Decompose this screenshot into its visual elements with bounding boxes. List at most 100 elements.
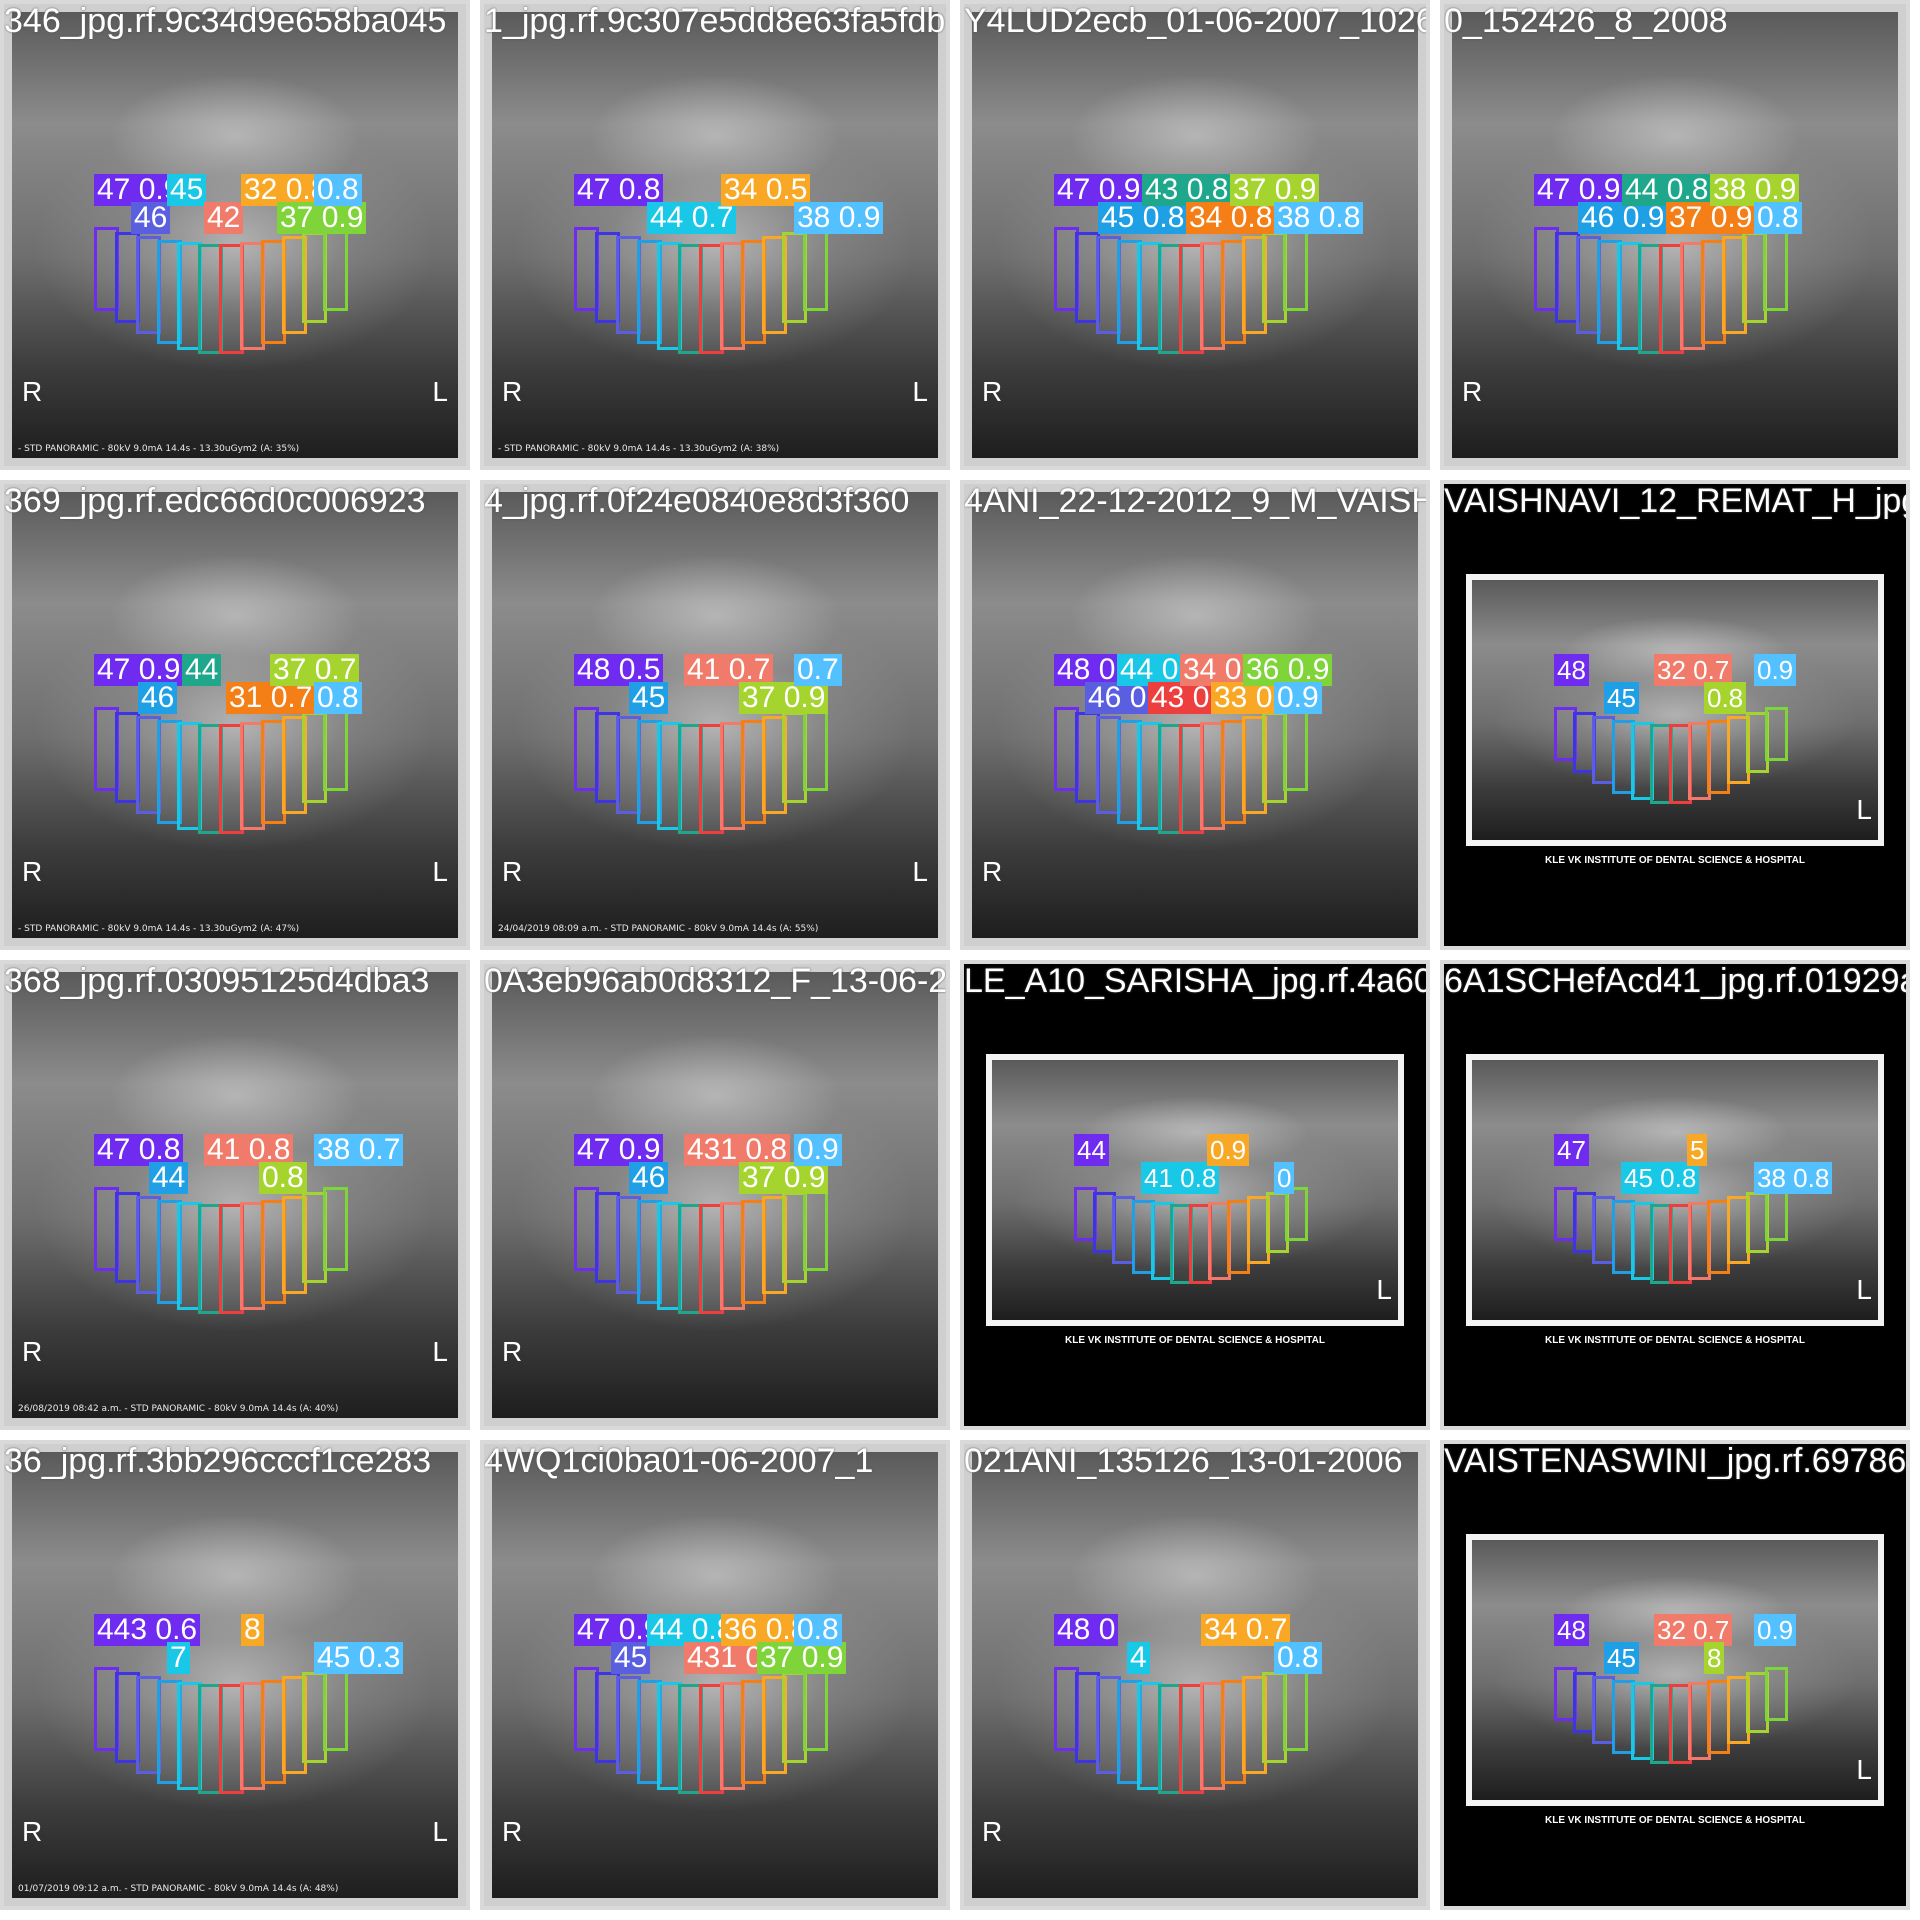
mosaic-tile: 48 0.5 45 41 0.7 37 0.9 0.7 R L 24/04/2019 08:0… — [480, 480, 950, 950]
side-marker-right: R — [502, 1336, 523, 1367]
side-marker-left: L — [1856, 1274, 1872, 1305]
mosaic-tile: 47 0.9 46 45 42 32 0.8 37 0.9 0.8 R L - STD PANOR… — [0, 0, 470, 470]
tooth-detection-box — [803, 227, 828, 311]
radiograph-image — [1452, 12, 1898, 458]
radiograph-image — [492, 1452, 938, 1898]
mosaic-tile: 47 0.9 45 0.8 43 0.8 34 0.8 37 0.9 38 0.8 R Y4L… — [960, 0, 1430, 470]
radiograph-image — [12, 1452, 458, 1898]
detection-label: 0.8 — [794, 1614, 842, 1646]
detection-label: 32 0.7 — [1654, 1614, 1733, 1646]
detection-label: 0.9 — [1207, 1134, 1250, 1166]
detection-label: 46 0.9 — [1578, 202, 1668, 234]
mosaic-tile: 47 0.9 46 44 31 0.7 37 0.7 0.8 R L - STD PANORAM… — [0, 480, 470, 950]
detection-label: 4 — [1127, 1642, 1150, 1674]
side-marker-right: R — [1462, 376, 1483, 407]
tooth-detection-box — [1765, 707, 1788, 761]
detection-label: 47 0.9 — [94, 654, 184, 686]
tile-filename: 369_jpg.rf.edc66d0c006923 — [4, 482, 426, 520]
scan-footer: - STD PANORAMIC - 80kV 9.0mA 14.4s - 13.… — [498, 444, 780, 454]
tooth-detection-box — [115, 712, 140, 803]
detection-label: 0.7 — [794, 654, 842, 686]
tile-filename: 021ANI_135126_13-01-2006 — [964, 1442, 1403, 1480]
side-marker-left: L — [432, 376, 448, 407]
tooth-detection-box — [177, 722, 202, 830]
tile-filename: LE_A10_SARISHA_jpg.rf.4a60ea96a15c — [964, 962, 1426, 1000]
detection-label: 48 0.5 — [574, 654, 664, 686]
tooth-detection-box — [803, 1187, 828, 1271]
detection-label: 0.8 — [314, 174, 362, 206]
detection-label: 43 0 — [1148, 682, 1213, 714]
tooth-detection-box — [323, 707, 348, 791]
detection-label: 0.8 — [259, 1162, 307, 1194]
detection-label: 38 0.7 — [314, 1134, 404, 1166]
side-marker-left: L — [912, 856, 928, 887]
mosaic-tile: 44 41 0.8 0.9 0 L KLE VK INSTITUTE OF DENTAL … — [960, 960, 1430, 1430]
detection-label: 43 0.8 — [1142, 174, 1232, 206]
tile-filename: 346_jpg.rf.9c34d9e658ba045 — [4, 2, 447, 40]
scan-footer: - STD PANORAMIC - 80kV 9.0mA 14.4s - 13.… — [18, 924, 300, 934]
side-marker-right: R — [502, 856, 523, 887]
tooth-detection-box — [762, 716, 787, 814]
tooth-detection-box — [1283, 1667, 1308, 1751]
detection-label: 36 0.9 — [1243, 654, 1333, 686]
tile-filename: VAISHNAVI_12_REMAT_H_jpg — [1444, 482, 1910, 520]
mosaic-tile: 47 45 0.8 5 38 0.8 L KLE VK INSTITUTE OF DENT… — [1440, 960, 1910, 1430]
side-marker-right: R — [502, 376, 523, 407]
tooth-detection-box — [240, 242, 265, 350]
tile-filename: 6A1SCHefAcd41_jpg.rf.01929a — [1444, 962, 1910, 1000]
radiograph-image — [492, 12, 938, 458]
tooth-detection-box — [574, 707, 599, 791]
detection-label: 45 — [1604, 1642, 1639, 1674]
detection-label: 8 — [1704, 1642, 1725, 1674]
mosaic-tile: 47 0.8 44 0.7 34 0.5 38 0.9 R L - STD PANORAMI… — [480, 0, 950, 470]
tooth-detection-box — [1179, 1684, 1204, 1794]
radiograph-image — [972, 492, 1418, 938]
side-marker-left: L — [432, 1336, 448, 1367]
radiograph-image — [1466, 1534, 1884, 1806]
side-marker-left: L — [432, 1816, 448, 1847]
detection-label: 48 — [1554, 654, 1589, 686]
detection-label: 44 — [149, 1162, 189, 1194]
detection-label: 45 — [611, 1642, 651, 1674]
tooth-detection-box — [803, 707, 828, 791]
tooth-detection-box — [136, 716, 161, 814]
tile-filename: VAISTENASWINI_jpg.rf.697868e6 — [1444, 1442, 1907, 1480]
detection-label: 0.9 — [1274, 682, 1322, 714]
mosaic-tile: 48 45 32 0.7 0.8 0.9 L KLE VK INSTITUTE OF DEN… — [1440, 480, 1910, 950]
mosaic-tile: 47 0.8 44 41 0.8 0.8 38 0.7 R L 26/08/2019 08:4… — [0, 960, 470, 1430]
side-marker-right: R — [982, 856, 1003, 887]
tooth-detection-box — [678, 1684, 703, 1794]
detection-label: 41 0.8 — [1141, 1162, 1220, 1194]
side-marker-left: L — [912, 376, 928, 407]
detection-label: 47 0.9 — [1534, 174, 1624, 206]
tooth-detection-box — [136, 1676, 161, 1774]
tooth-detection-box — [1285, 1187, 1308, 1241]
detection-label: 47 0.9 — [574, 1614, 664, 1646]
mosaic-tile: 47 0.9 45 44 0.8 431 0.8 36 0.8 37 0.9 0.8 R 4WQ… — [480, 1440, 950, 1910]
detection-label: 34 0.5 — [721, 174, 811, 206]
detection-label: 0 — [1274, 1162, 1295, 1194]
tooth-detection-box — [595, 232, 620, 323]
detection-label: 443 0.6 — [94, 1614, 201, 1646]
detection-label: 42 — [204, 202, 244, 234]
tooth-detection-box — [323, 1187, 348, 1271]
tooth-detection-box — [1765, 1187, 1788, 1241]
detection-label: 37 0.9 — [1666, 202, 1756, 234]
detection-label: 34 0.8 — [1186, 202, 1276, 234]
scan-footer: 01/07/2019 09:12 a.m. - STD PANORAMIC - … — [18, 1884, 339, 1894]
detection-label: 41 0.7 — [684, 654, 774, 686]
detection-label: 5 — [1687, 1134, 1708, 1166]
detection-label: 7 — [167, 1642, 190, 1674]
detection-label: 45 — [1604, 682, 1639, 714]
tile-filename: 368_jpg.rf.03095125d4dba3 — [4, 962, 430, 1000]
tooth-detection-box — [323, 227, 348, 311]
detection-label: 0.8 — [1274, 1642, 1322, 1674]
tooth-detection-box — [1765, 1667, 1788, 1721]
tooth-detection-box — [1283, 707, 1308, 791]
radiograph-image — [12, 12, 458, 458]
detection-label: 44 0.7 — [647, 202, 737, 234]
detection-label: 48 0 — [1054, 1614, 1119, 1646]
detection-label: 46 — [138, 682, 178, 714]
side-marker-right: R — [502, 1816, 523, 1847]
